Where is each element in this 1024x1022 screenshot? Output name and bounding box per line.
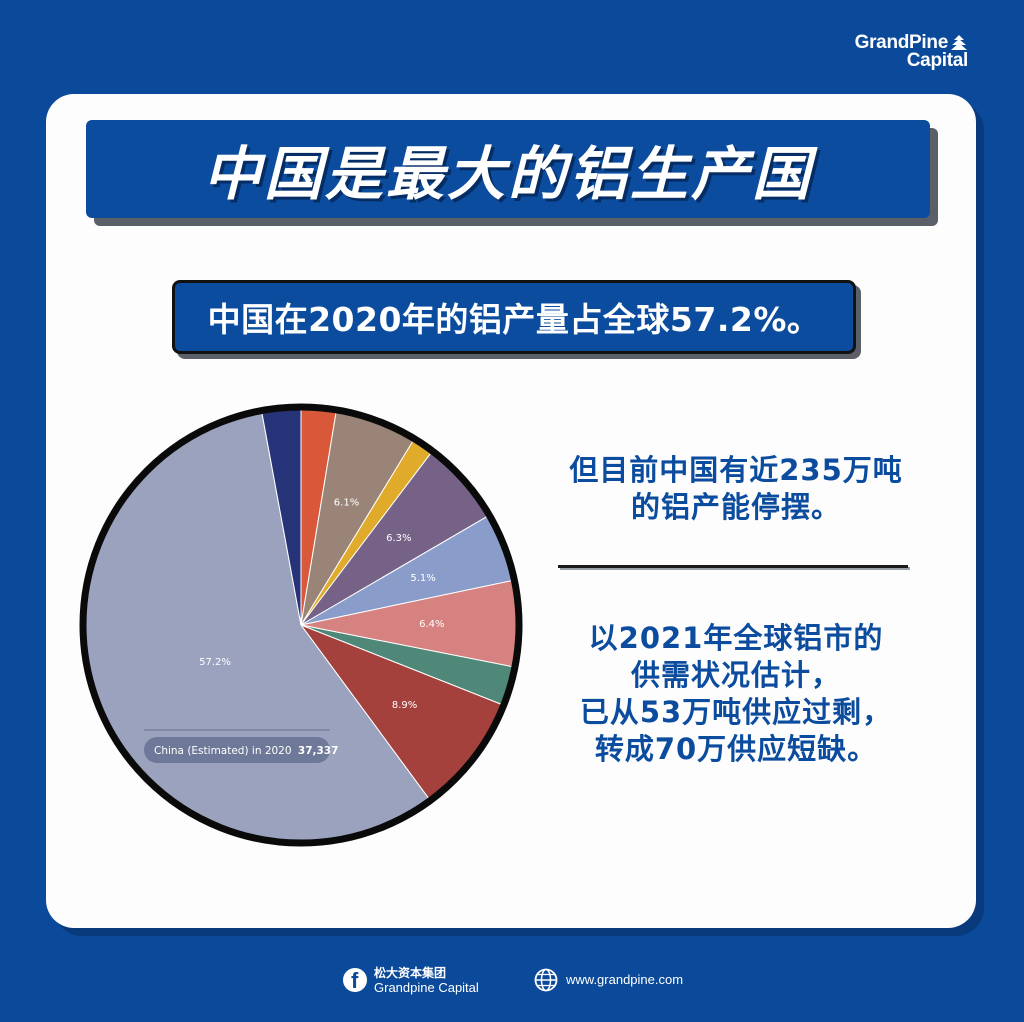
note2-line4: 转成70万供应短缺。 xyxy=(594,732,878,766)
tooltip: China (Estimated) in 2020 37,337 xyxy=(144,729,338,763)
tooltip-value: 37,337 xyxy=(298,745,339,757)
pie-labels: 6.1% 6.3% 5.1% 6.4% 8.9% 57.2% xyxy=(199,497,444,710)
pie-outline xyxy=(79,403,523,847)
brand-line2: Capital xyxy=(906,50,969,71)
page-subtitle: 中国在2020年的铝产量占全球57.2%。 xyxy=(207,300,821,339)
note-capacity: 但目前中国有近235万吨 的铝产能停摆。 xyxy=(556,452,916,526)
subtitle-banner: 中国在2020年的铝产量占全球57.2%。 xyxy=(172,280,856,354)
tooltip-box xyxy=(144,737,330,763)
pie-label-5: 5.1% xyxy=(410,573,435,584)
footer: f 松大资本集团 Grandpine Capital www.grandpine… xyxy=(0,962,1024,1002)
footer-org-cn: 松大资本集团 xyxy=(374,966,447,980)
note2-line1: 以2021年全球铝市的 xyxy=(588,621,884,655)
website-link[interactable]: www.grandpine.com xyxy=(566,972,684,987)
note1-line2: 的铝产能停摆。 xyxy=(630,490,841,524)
page-title: 中国是最大的铝生产国 xyxy=(202,140,813,208)
tooltip-text: China (Estimated) in 2020 xyxy=(154,745,292,757)
divider xyxy=(558,565,908,568)
brand-line1: GrandPine xyxy=(855,33,968,52)
pie-label-9: 57.2% xyxy=(199,657,231,668)
note2-line2: 供需状况估计， xyxy=(630,658,841,692)
svg-text:China (Estimated) in 2020: China (Estimated) in 2020 37,337 xyxy=(154,745,338,757)
title-banner: 中国是最大的铝生产国 xyxy=(86,120,930,218)
facebook-icon[interactable]: f xyxy=(343,968,367,993)
footer-org-en: Grandpine Capital xyxy=(374,980,479,995)
note1-line1: 但目前中国有近235万吨 xyxy=(569,453,903,487)
pie-label-2: 6.1% xyxy=(334,497,359,508)
globe-icon[interactable] xyxy=(534,968,558,992)
brand-logo: GrandPine Capital xyxy=(855,33,969,71)
pie-chart: 6.1% 6.3% 5.1% 6.4% 8.9% 57.2% China (Estimat… xyxy=(79,403,523,847)
pie-slices xyxy=(82,406,520,844)
note-supply: 以2021年全球铝市的 供需状况估计， 已从53万吨供应过剩， 转成70万供应短… xyxy=(556,620,916,768)
note2-line3: 已从53万吨供应过剩， xyxy=(579,695,893,729)
pine-icon xyxy=(951,35,967,50)
pie-label-8: 8.9% xyxy=(392,700,417,711)
pie-label-4: 6.3% xyxy=(386,533,411,544)
pie-label-6: 6.4% xyxy=(419,619,444,630)
